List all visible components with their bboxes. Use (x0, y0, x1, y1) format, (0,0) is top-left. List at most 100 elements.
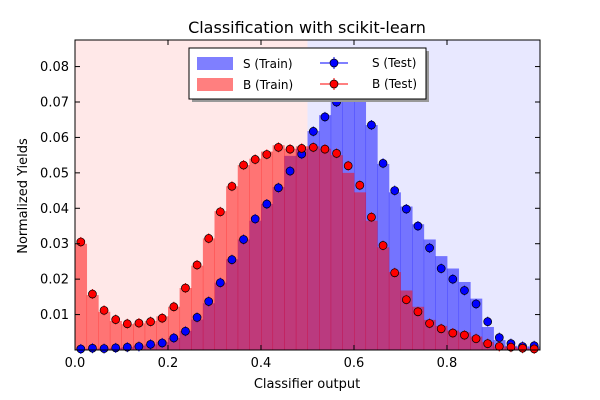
data-point-s-test (471, 299, 481, 309)
data-point-s-test (204, 297, 214, 306)
data-point-s-test (448, 274, 458, 284)
hist-bar-b-train (365, 220, 378, 350)
data-point-b-test (134, 318, 144, 328)
data-point-b-test (274, 142, 283, 152)
y-tick-label: 0.02 (40, 273, 69, 288)
data-point-b-test (390, 268, 400, 278)
y-tick-label: 0.07 (40, 96, 69, 111)
data-point-s-test (425, 243, 434, 253)
data-point-s-test (285, 166, 295, 176)
data-point-b-test (355, 180, 365, 190)
y-tick-label: 0.04 (40, 202, 69, 217)
x-tick-label: 0.2 (158, 356, 179, 371)
hist-bar-b-train (412, 306, 425, 350)
data-point-s-test (460, 286, 469, 295)
data-point-s-test (367, 120, 376, 130)
data-point-b-test (157, 313, 167, 323)
data-point-b-test (111, 315, 121, 324)
x-axis-label: Classifier output (254, 377, 360, 392)
data-point-b-test (99, 305, 109, 315)
data-point-b-test (483, 339, 493, 348)
data-point-s-test (378, 158, 388, 168)
data-point-b-test (436, 324, 446, 334)
hist-bar-s-train (447, 268, 460, 350)
x-tick-label: 0.4 (251, 356, 272, 371)
data-point-b-test (518, 343, 527, 353)
hist-bar-b-train (354, 192, 367, 350)
legend-marker (329, 58, 339, 68)
data-point-s-test (274, 183, 283, 193)
hist-bar-b-train (388, 272, 401, 350)
hist-bar-b-train (400, 290, 413, 350)
data-point-s-test (111, 343, 121, 353)
data-point-b-test (332, 149, 341, 158)
hist-bar-b-train (121, 324, 134, 350)
legend-label: S (Test) (372, 56, 416, 70)
data-point-s-test (320, 112, 330, 122)
data-point-b-test (181, 283, 190, 293)
hist-bar-b-train (226, 186, 239, 350)
data-point-b-test (227, 181, 237, 191)
hist-bar-b-train (423, 319, 436, 350)
hist-bar-b-train (237, 165, 250, 350)
data-point-b-test (425, 319, 434, 328)
data-point-s-test (88, 343, 97, 353)
hist-bar-b-train (75, 243, 88, 350)
data-point-s-test (157, 338, 167, 348)
chart-title: Classification with scikit-learn (188, 18, 426, 37)
hist-bar-b-train (202, 238, 215, 350)
data-point-s-test (134, 342, 144, 351)
hist-bar-b-train (168, 306, 181, 350)
data-point-b-test (401, 295, 411, 305)
data-point-b-test (460, 330, 469, 340)
data-point-b-test (494, 342, 504, 351)
data-point-s-test (483, 317, 493, 327)
data-point-s-test (401, 204, 411, 214)
data-point-b-test (239, 160, 248, 170)
data-point-b-test (343, 161, 353, 171)
hist-bar-b-train (86, 295, 99, 350)
data-point-s-test (250, 214, 260, 224)
data-point-s-test (146, 339, 155, 349)
data-point-b-test (285, 144, 295, 154)
y-tick-label: 0.05 (40, 166, 69, 181)
legend-marker (329, 79, 339, 89)
data-point-b-test (76, 237, 86, 247)
y-tick-label: 0.06 (40, 131, 69, 146)
data-point-b-test (297, 144, 307, 153)
data-point-b-test (215, 207, 225, 217)
data-point-b-test (146, 317, 155, 327)
data-point-b-test (204, 234, 214, 243)
data-point-b-test (308, 142, 318, 152)
data-point-b-test (471, 334, 481, 344)
data-point-s-test (192, 313, 202, 322)
data-point-s-test (215, 278, 225, 288)
hist-bar-b-train (261, 151, 274, 350)
y-axis: 0.01 0.02 0.03 0.04 0.05 0.06 0.07 0.08 (40, 60, 540, 323)
hist-bar-b-train (330, 155, 343, 350)
data-point-s-test (76, 344, 86, 354)
data-point-s-test (262, 199, 272, 209)
hist-bar-b-train (319, 148, 332, 350)
data-point-b-test (262, 150, 272, 159)
hist-bar-b-train (249, 158, 262, 350)
hist-bar-b-train (179, 288, 192, 350)
y-tick-label: 0.08 (40, 60, 69, 75)
data-point-b-test (378, 241, 388, 250)
data-point-b-test (529, 344, 539, 354)
data-point-b-test (122, 319, 132, 329)
data-point-s-test (308, 127, 318, 136)
x-tick-label: 0.8 (437, 356, 458, 371)
legend-swatch (197, 57, 233, 70)
data-point-s-test (99, 344, 109, 353)
hist-bar-b-train (295, 146, 308, 350)
data-point-s-test (239, 235, 248, 244)
data-point-b-test (88, 289, 97, 299)
data-point-b-test (413, 307, 423, 317)
data-point-s-test (436, 264, 446, 273)
hist-bar-b-train (307, 146, 320, 350)
x-axis: 0.0 0.2 0.4 0.6 0.8 (65, 40, 458, 371)
data-point-b-test (367, 212, 376, 222)
hist-bar-b-train (109, 320, 122, 350)
